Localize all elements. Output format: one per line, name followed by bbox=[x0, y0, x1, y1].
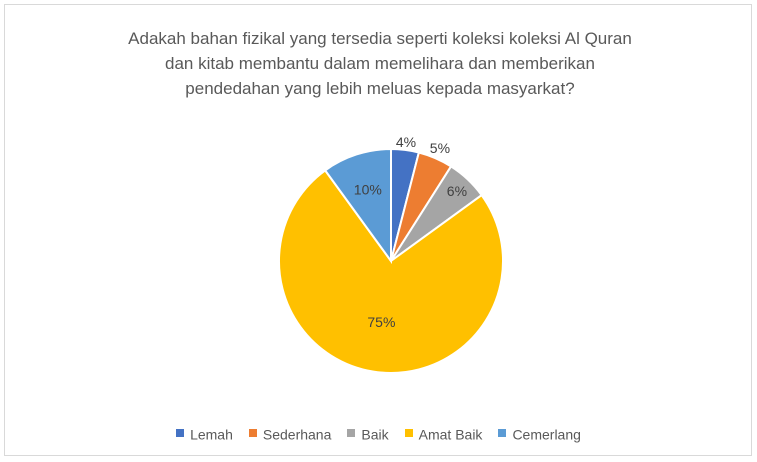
legend-swatch bbox=[248, 428, 257, 437]
pie-slices bbox=[278, 147, 504, 375]
legend-label: Cemerlang bbox=[512, 425, 581, 442]
chart-title-line-1: Adakah bahan fizikal yang tersedia seper… bbox=[128, 29, 632, 48]
pie-slice-cemerlang bbox=[323, 147, 392, 265]
chart-title: Adakah bahan fizikal yang tersedia seper… bbox=[60, 26, 700, 101]
data-label-baik: 6% bbox=[447, 183, 467, 199]
legend-item-cemerlang: Cemerlang bbox=[498, 425, 581, 442]
pie-slice-amat-baik bbox=[278, 168, 504, 375]
chart-legend: Lemah Sederhana Baik Amat Baik Cemerlang bbox=[0, 424, 757, 442]
legend-label: Lemah bbox=[190, 425, 233, 442]
legend-item-baik: Baik bbox=[347, 425, 389, 442]
legend-swatch bbox=[176, 428, 185, 437]
data-label-cemerlang: 10% bbox=[354, 182, 382, 198]
legend-label: Baik bbox=[361, 425, 389, 442]
data-label-lemah: 4% bbox=[396, 134, 416, 150]
legend-item-amat-baik: Amat Baik bbox=[404, 425, 483, 442]
chart-title-line-3: pendedahan yang lebih meluas kepada masy… bbox=[185, 79, 575, 98]
legend-swatch bbox=[347, 428, 356, 437]
data-label-sederhana: 5% bbox=[430, 140, 450, 156]
legend-swatch bbox=[404, 428, 413, 437]
legend-item-lemah: Lemah bbox=[176, 425, 233, 442]
chart-title-line-2: dan kitab membantu dalam memelihara dan … bbox=[165, 54, 595, 73]
legend-item-sederhana: Sederhana bbox=[248, 425, 332, 442]
pie-data-labels: 4% 5% 6% 75% 10% bbox=[354, 134, 467, 330]
legend-swatch bbox=[498, 428, 507, 437]
legend-label: Amat Baik bbox=[418, 425, 483, 442]
legend-label: Sederhana bbox=[262, 425, 332, 442]
data-label-amat-baik: 75% bbox=[367, 314, 395, 330]
